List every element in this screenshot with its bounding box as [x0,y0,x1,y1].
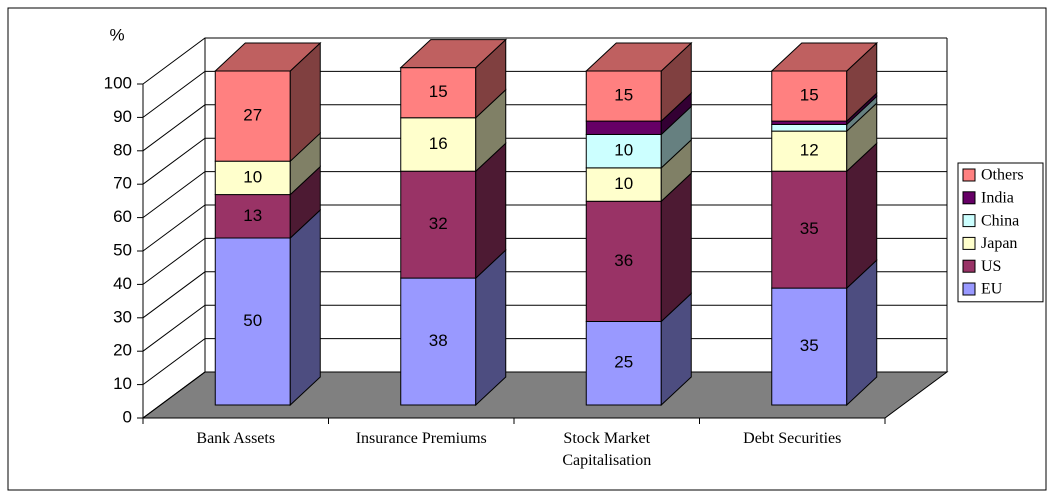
bar-segment [585,200,662,322]
value-label: 35 [800,336,819,355]
y-tick-label: 60 [113,207,132,226]
value-label: 15 [429,82,448,101]
legend-label: China [981,212,1019,229]
y-tick-label: 40 [113,274,132,293]
value-label: 10 [614,141,633,160]
bar-top [399,39,508,69]
bar-segment [771,120,848,125]
legend-label: Others [981,167,1024,184]
bar-top [770,42,879,72]
x-tick-label: Insurance Premiums [355,430,487,447]
x-tick-label: Debt Securities [743,430,842,447]
value-label: 15 [800,86,819,105]
y-tick-label: 50 [113,240,132,259]
legend-label: US [981,258,1001,275]
value-label: 25 [614,353,633,372]
chart-border [7,7,1047,491]
legend-swatch [962,214,976,228]
value-label: 10 [243,167,262,186]
bar-segment [214,70,291,162]
bar-top [213,42,322,72]
grid-line [142,237,947,285]
grid-line [142,304,947,352]
y-tick-label: 0 [123,407,132,426]
grid-line [142,104,947,152]
y-axis-label: % [109,25,124,44]
grid-line [142,70,947,118]
y-tick-label: 70 [113,174,132,193]
value-label: 10 [614,174,633,193]
grid-line [142,204,947,252]
y-tick-label: 90 [113,107,132,126]
x-tick-label: Stock Market Capitalisation [562,430,652,469]
legend-swatch [962,282,976,296]
value-label: 32 [429,214,448,233]
bar-segment [400,170,477,279]
grid-line [142,338,947,386]
y-tick-label: 10 [113,374,132,393]
bar-segment [214,194,291,239]
legend-swatch [962,259,976,273]
bar-segment [771,170,848,289]
value-label: 36 [614,251,633,270]
grid-line [142,371,947,419]
grid-line [142,37,947,85]
y-tick-label: 100 [104,73,132,92]
bar-side [289,208,321,407]
legend-swatch [962,168,976,182]
value-label: 13 [243,206,262,225]
value-label: 15 [614,86,633,105]
legend-swatch [962,236,976,250]
x-tick-label: Bank Assets [196,430,276,447]
bar-segment [400,117,477,172]
grid-line [142,137,947,185]
legend-label: India [981,189,1014,206]
bar-segment [771,123,848,132]
bar-segment [585,120,662,135]
bar-segment [585,133,662,169]
bar-segment [400,277,477,406]
grid-line [142,171,947,219]
y-tick-label: 80 [113,140,132,159]
bar-top [584,42,693,72]
value-label: 35 [800,219,819,238]
bar-segment [400,67,477,119]
value-label: 12 [800,141,819,160]
y-tick-label: 30 [113,307,132,326]
value-label: 38 [429,331,448,350]
grid-line [142,271,947,319]
legend-swatch [962,191,976,205]
legend-box [957,162,1044,303]
value-label: 27 [243,106,262,125]
y-tick-label: 20 [113,341,132,360]
legend-label: Japan [981,235,1017,252]
value-label: 16 [429,134,448,153]
legend-label: EU [981,281,1003,298]
value-label: 50 [243,311,262,330]
